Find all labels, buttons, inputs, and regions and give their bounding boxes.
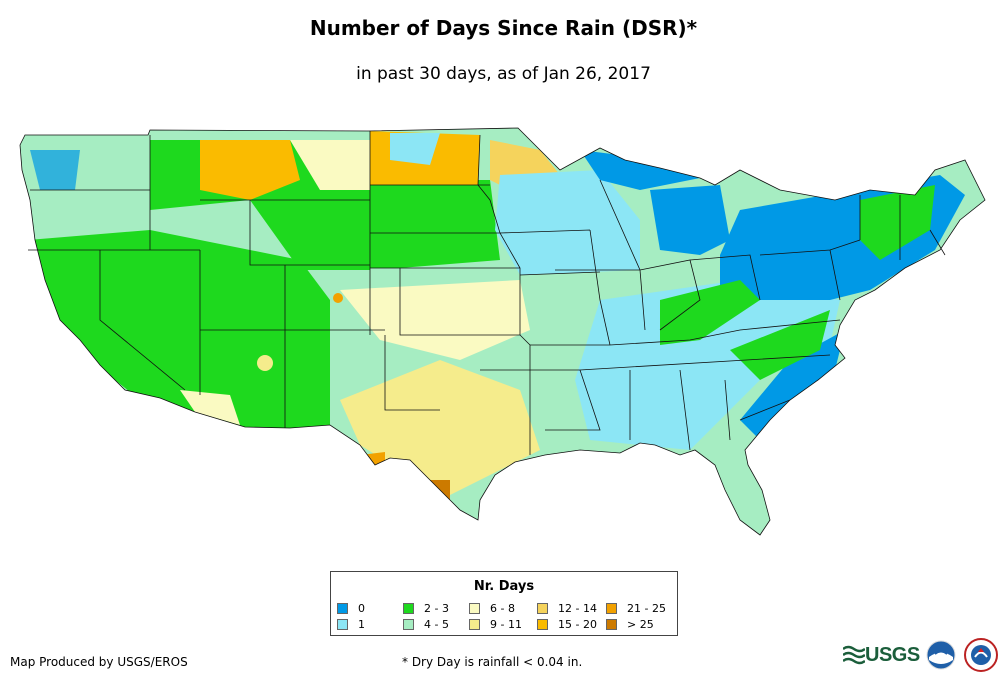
legend-label: 21 - 25 bbox=[627, 601, 666, 615]
legend-item: 12 - 14 bbox=[537, 601, 597, 615]
legend-label: 9 - 11 bbox=[490, 617, 522, 631]
legend-swatch bbox=[403, 602, 414, 614]
legend-swatch bbox=[403, 618, 414, 630]
map-subtitle: in past 30 days, as of Jan 26, 2017 bbox=[356, 64, 651, 84]
legend-item: 15 - 20 bbox=[537, 617, 597, 631]
us-dsr-map bbox=[19, 127, 986, 536]
legend-item: 21 - 25 bbox=[606, 601, 666, 615]
legend-box: Nr. Days 0 1 2 - 3 4 - 5 6 - 8 9 - 11 12 - 14 1… bbox=[330, 571, 678, 636]
legend-item: 4 - 5 bbox=[403, 617, 449, 631]
legend-item: 0 bbox=[337, 601, 365, 615]
usgs-wave-icon bbox=[843, 645, 865, 665]
dry-day-note: * Dry Day is rainfall < 0.04 in. bbox=[402, 655, 583, 669]
legend-label: 15 - 20 bbox=[558, 617, 597, 631]
legend-item: 9 - 11 bbox=[469, 617, 522, 631]
legend-label: 12 - 14 bbox=[558, 601, 597, 615]
producer-credit: Map Produced by USGS/EROS bbox=[10, 655, 188, 669]
nws-logo-icon bbox=[963, 638, 998, 672]
usgs-logo: USGS bbox=[843, 644, 920, 667]
state-boundaries bbox=[19, 127, 986, 536]
map-title: Number of Days Since Rain (DSR)* bbox=[309, 16, 698, 40]
legend-label: > 25 bbox=[627, 617, 654, 631]
legend-swatch bbox=[469, 618, 480, 630]
legend-item: 1 bbox=[337, 617, 365, 631]
agency-logos: USGS bbox=[843, 638, 998, 672]
noaa-logo-icon bbox=[926, 640, 956, 670]
usgs-wordmark: USGS bbox=[865, 643, 920, 666]
legend-swatch bbox=[469, 602, 480, 614]
legend-label: 2 - 3 bbox=[424, 601, 449, 615]
legend-swatch bbox=[337, 602, 348, 614]
legend-swatch bbox=[606, 602, 617, 614]
legend-item: 2 - 3 bbox=[403, 601, 449, 615]
legend-label: 1 bbox=[358, 617, 365, 631]
legend-title: Nr. Days bbox=[473, 579, 535, 594]
legend-label: 6 - 8 bbox=[490, 601, 515, 615]
legend-swatch bbox=[337, 618, 348, 630]
map-fill bbox=[20, 128, 985, 535]
legend-swatch bbox=[537, 602, 548, 614]
legend-swatch bbox=[606, 618, 617, 630]
legend-swatch bbox=[537, 618, 548, 630]
legend-item: 6 - 8 bbox=[469, 601, 515, 615]
legend-item: > 25 bbox=[606, 617, 654, 631]
legend-label: 0 bbox=[358, 601, 365, 615]
legend-label: 4 - 5 bbox=[424, 617, 449, 631]
